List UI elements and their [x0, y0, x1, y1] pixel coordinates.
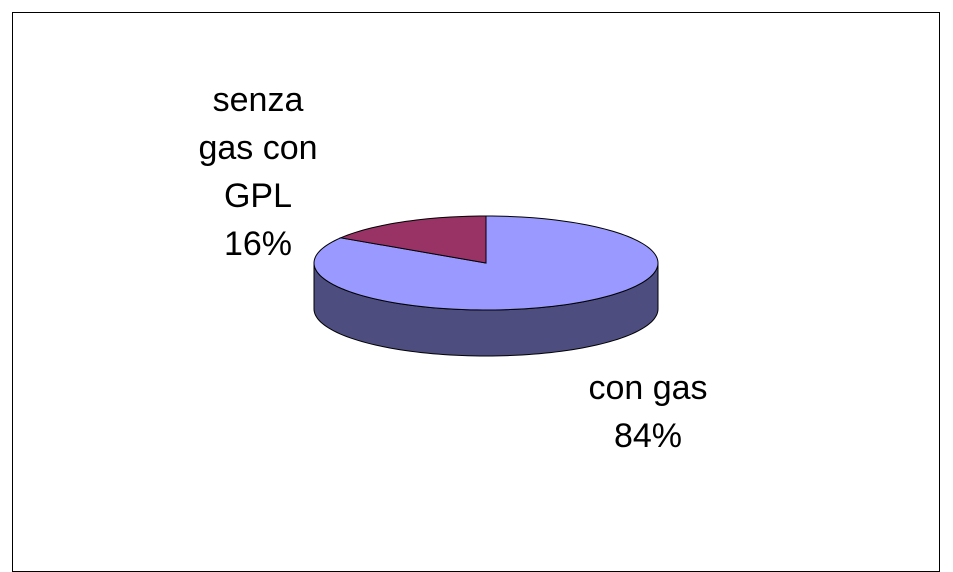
value-label: 84%: [613, 417, 683, 455]
pie-slice: [338, 215, 487, 264]
data-label: senza gas con GPL 16%: [188, 76, 328, 268]
page: {"chart_data": {"type": "pie", "pie_3d":…: [12, 12, 940, 572]
chart: [313, 215, 659, 357]
value-label: 16%: [223, 225, 293, 263]
data-label: con gas 84%: [568, 364, 728, 460]
category-label: senza gas con GPL: [198, 81, 318, 215]
category-label: con gas: [588, 369, 708, 407]
